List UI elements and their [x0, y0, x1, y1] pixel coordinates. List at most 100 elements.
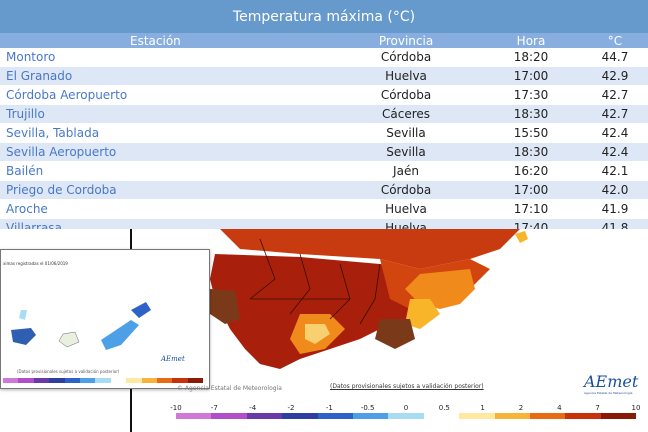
region-coast-light — [305, 324, 330, 344]
legend-tick-label: 0 — [403, 404, 409, 412]
legend-swatch — [423, 413, 460, 419]
inset-legend — [3, 378, 204, 383]
legend-swatch — [459, 413, 495, 419]
table-row[interactable]: El Granado Huelva 17:00 42.9 — [0, 67, 648, 86]
station-name-cell: Priego de Cordoba — [6, 183, 117, 197]
la-palma-island — [19, 310, 27, 320]
province-cell: Sevilla — [386, 145, 426, 159]
legend-tick-label: -0.5 — [360, 404, 375, 412]
region-borders — [249, 238, 381, 325]
table-row[interactable]: Aroche Huelva 17:10 41.9 — [0, 200, 648, 219]
legend-color-bar — [176, 413, 637, 419]
inset-legend-swatch — [49, 378, 65, 383]
provisional-data-note: (Datos provisionales sujetos a validació… — [330, 383, 484, 390]
legend-tick-label: 10 — [631, 404, 641, 412]
province-cell: Cáceres — [381, 107, 431, 121]
legend-swatch — [600, 413, 637, 419]
province-cell: Sevilla — [386, 126, 426, 140]
inset-legend-swatch — [110, 378, 127, 383]
station-name-cell: Córdoba Aeropuerto — [6, 88, 128, 102]
time-cell: 18:20 — [513, 50, 549, 64]
legend-tick-label: 4 — [557, 404, 562, 412]
temperature-cell: 42.7 — [601, 107, 629, 121]
time-cell: 18:30 — [513, 145, 549, 159]
station-name-cell: El Granado — [6, 69, 73, 83]
temperature-cell: 41.9 — [601, 202, 629, 216]
canary-islands-inset: ximas registradas el 01/06/2019 (Datos p… — [0, 249, 210, 389]
legend-swatch — [565, 413, 601, 419]
temperature-cell: 42.7 — [601, 88, 629, 102]
aemet-logo: AEmet Agencia Estatal de Meteorología — [584, 372, 639, 396]
time-cell: 16:20 — [513, 164, 549, 178]
legend-swatch — [388, 413, 424, 419]
legend-tick-label: -7 — [210, 404, 218, 412]
legend-tick-label: 1 — [480, 404, 485, 412]
region-southeast — [375, 319, 415, 349]
station-name-cell: Aroche — [6, 202, 48, 216]
legend-tick-label: 7 — [595, 404, 600, 412]
temperature-cell: 42.9 — [601, 69, 629, 83]
inset-legend-swatch — [18, 378, 34, 383]
legend-tick-label: -2 — [287, 404, 295, 412]
station-name-cell: Sevilla Aeropuerto — [6, 145, 117, 159]
time-cell: 17:00 — [513, 183, 549, 197]
inset-legend-swatch — [172, 378, 188, 383]
table-row[interactable]: Priego de Cordoba Córdoba 17:00 42.0 — [0, 181, 648, 200]
legend-tick-label: -4 — [249, 404, 257, 412]
table-row[interactable]: Sevilla Aeropuerto Sevilla 18:30 42.4 — [0, 143, 648, 162]
logo-subtitle: Agencia Estatal de Meteorología — [584, 391, 633, 395]
region-north — [220, 229, 520, 269]
province-cell: Huelva — [385, 202, 427, 216]
legend-swatch — [282, 413, 318, 419]
temperature-cell: 42.4 — [601, 126, 629, 140]
table-title: Temperatura máxima (°C) — [0, 0, 648, 33]
color-legend: -10 -7 -4 -2 -1 -0.5 0 0.5 1 2 4 7 10 — [170, 404, 640, 428]
legend-swatch — [529, 413, 566, 419]
province-cell: Huelva — [385, 69, 427, 83]
header-temp[interactable]: °C — [607, 33, 623, 48]
inset-legend-swatch — [141, 378, 157, 383]
temperature-cell: 44.7 — [601, 50, 629, 64]
header-estacion[interactable]: Estación — [130, 33, 181, 48]
inset-caption: (Datos provisionales sujetos a validació… — [17, 369, 120, 374]
temperature-cell: 42.1 — [601, 164, 629, 178]
table-header: Estación Provincia Hora °C — [0, 33, 648, 48]
province-cell: Córdoba — [380, 88, 432, 102]
inset-logo: AEmet — [161, 355, 185, 363]
time-cell: 17:30 — [513, 88, 549, 102]
legend-tick-label: 0.5 — [438, 404, 450, 412]
table-row[interactable]: Córdoba Aeropuerto Córdoba 17:30 42.7 — [0, 86, 648, 105]
legend-tick-label: 2 — [518, 404, 524, 412]
region-spot — [515, 231, 528, 243]
inset-legend-swatch — [95, 378, 111, 383]
logo-text: AEmet — [584, 372, 639, 391]
time-cell: 15:50 — [513, 126, 549, 140]
legend-tick-label: -1 — [325, 404, 333, 412]
table-row[interactable]: Trujillo Cáceres 18:30 42.7 — [0, 105, 648, 124]
province-cell: Jaén — [393, 164, 419, 178]
inset-title: ximas registradas el 01/06/2019 — [3, 261, 68, 266]
legend-swatch — [176, 413, 212, 419]
station-name-cell: Sevilla, Tablada — [6, 126, 100, 140]
temperature-cell: 42.4 — [601, 145, 629, 159]
time-cell: 17:10 — [513, 202, 549, 216]
table-row[interactable]: Montoro Córdoba 18:20 44.7 — [0, 48, 648, 67]
inset-legend-swatch — [33, 378, 50, 383]
table-row[interactable]: Bailén Jaén 16:20 42.1 — [0, 162, 648, 181]
time-cell: 18:30 — [513, 107, 549, 121]
table-row[interactable]: Sevilla, Tablada Sevilla 15:50 42.4 — [0, 124, 648, 143]
inset-legend-swatch — [79, 378, 96, 383]
station-name-cell: Bailén — [6, 164, 44, 178]
tenerife-island — [11, 328, 36, 345]
province-cell: Córdoba — [380, 183, 432, 197]
andalucia-map — [210, 229, 528, 369]
station-name-cell: Trujillo — [6, 107, 45, 121]
inset-legend-swatch — [64, 378, 80, 383]
aemet-credit: © Agencia Estatal de Meteorología — [177, 385, 282, 392]
header-hora[interactable]: Hora — [516, 33, 546, 48]
region-almeria-coast — [405, 299, 440, 329]
inset-legend-swatch — [187, 378, 204, 383]
legend-swatch — [352, 413, 389, 419]
header-provincia[interactable]: Provincia — [378, 33, 434, 48]
legend-swatch — [317, 413, 353, 419]
